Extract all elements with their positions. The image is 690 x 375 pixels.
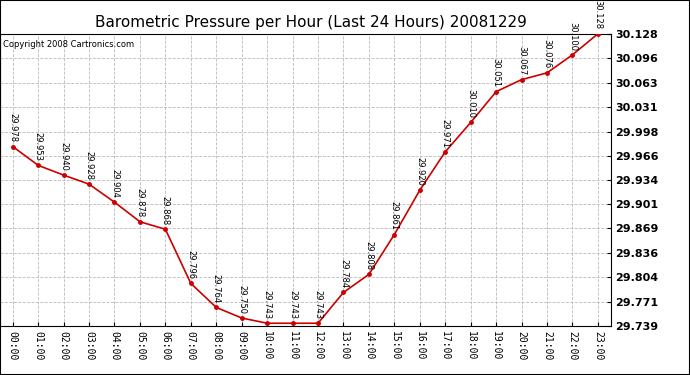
Text: 29.796: 29.796 bbox=[186, 250, 195, 279]
Text: Barometric Pressure per Hour (Last 24 Hours) 20081229: Barometric Pressure per Hour (Last 24 Ho… bbox=[95, 15, 526, 30]
Text: 29.878: 29.878 bbox=[135, 188, 144, 218]
Text: 30.067: 30.067 bbox=[517, 46, 526, 75]
Text: 30.051: 30.051 bbox=[492, 58, 501, 87]
Text: Copyright 2008 Cartronics.com: Copyright 2008 Cartronics.com bbox=[3, 40, 134, 49]
Text: 29.904: 29.904 bbox=[110, 169, 119, 198]
Text: 29.953: 29.953 bbox=[34, 132, 43, 161]
Text: 29.940: 29.940 bbox=[59, 142, 68, 171]
Text: 29.971: 29.971 bbox=[441, 118, 450, 148]
Text: 30.100: 30.100 bbox=[568, 22, 577, 51]
Text: 29.978: 29.978 bbox=[8, 113, 17, 142]
Text: 29.920: 29.920 bbox=[415, 157, 424, 186]
Text: 29.743: 29.743 bbox=[263, 290, 272, 319]
Text: 29.861: 29.861 bbox=[390, 201, 399, 230]
Text: 29.784: 29.784 bbox=[339, 259, 348, 288]
Text: 29.808: 29.808 bbox=[364, 241, 373, 270]
Text: 29.743: 29.743 bbox=[288, 290, 297, 319]
Text: 29.743: 29.743 bbox=[313, 290, 322, 319]
Text: 29.868: 29.868 bbox=[161, 196, 170, 225]
Text: 29.750: 29.750 bbox=[237, 285, 246, 314]
Text: 29.928: 29.928 bbox=[85, 151, 94, 180]
Text: 30.010: 30.010 bbox=[466, 89, 475, 118]
Text: 30.128: 30.128 bbox=[593, 0, 602, 30]
Text: 29.764: 29.764 bbox=[212, 274, 221, 303]
Text: 30.076: 30.076 bbox=[542, 39, 551, 69]
